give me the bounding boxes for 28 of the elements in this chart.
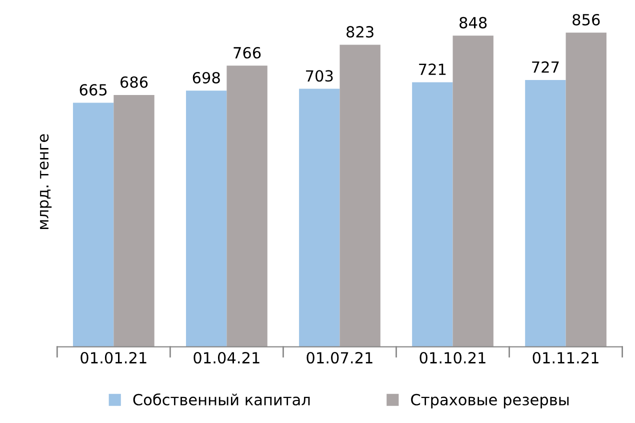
legend-label: Страховые резервы — [411, 394, 569, 408]
data-label: 823 — [346, 26, 374, 38]
x-tick-label: 01.07.21 — [306, 352, 372, 364]
data-label: 665 — [80, 84, 107, 96]
x-tick-label: 01.10.21 — [420, 352, 486, 364]
bar — [340, 44, 380, 347]
data-label: 766 — [234, 46, 261, 59]
bar — [412, 82, 453, 347]
data-label: 686 — [120, 76, 148, 88]
data-label: 727 — [532, 61, 559, 73]
bar — [299, 88, 340, 347]
x-tick-label: 01.01.21 — [80, 352, 146, 364]
data-label: 721 — [419, 64, 446, 75]
data-label: 698 — [192, 72, 220, 84]
y-axis-title: млрд. тенге — [40, 134, 52, 229]
x-tick-label: 01.11.21 — [532, 352, 598, 364]
bar — [452, 36, 494, 347]
legend-label: Собственный капитал — [133, 393, 310, 406]
bar — [114, 95, 154, 347]
data-label: 856 — [572, 14, 600, 26]
data-label: 703 — [306, 70, 333, 82]
bar — [566, 32, 606, 347]
bar — [72, 102, 114, 347]
bar — [186, 90, 227, 347]
x-tick-label: 01.04.21 — [194, 352, 260, 364]
bar — [226, 66, 268, 347]
bar — [525, 80, 566, 347]
data-label: 848 — [460, 16, 487, 28]
